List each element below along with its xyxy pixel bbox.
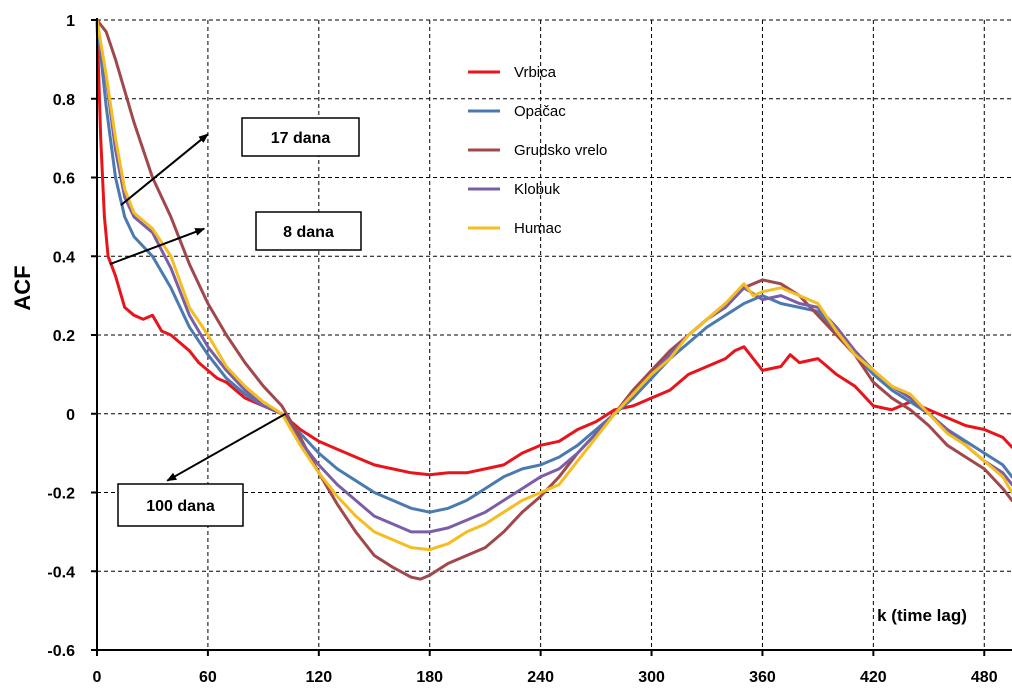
y-tick-label-7: -0.4 (47, 564, 75, 581)
legend-label-3: Klobuk (514, 181, 560, 198)
series-line-4 (95, 18, 1012, 552)
x-tick-label-6: 360 (749, 669, 776, 686)
y-tick-labels: 1 0.8 0.6 0.4 0.2 0 -0.2 -0.4 -0.6 (47, 13, 75, 660)
x-tick-label-1: 60 (199, 669, 217, 686)
y-tick-label-8: -0.6 (47, 643, 75, 660)
annotation-label-2: 100 dana (146, 498, 215, 515)
series-line-3 (95, 18, 1012, 534)
legend-label-1: Opačac (514, 103, 566, 120)
y-tick-label-0: 1 (66, 13, 75, 30)
series-line-1 (95, 18, 1012, 514)
x-tick-label-0: 0 (93, 669, 102, 686)
y-tick-label-4: 0.2 (53, 328, 75, 345)
annotation-arrow-0 (120, 133, 209, 206)
x-axis-label: k (time lag) (877, 606, 967, 625)
annotation-box-2 (117, 483, 244, 527)
y-tick-label-6: -0.2 (47, 486, 75, 503)
axes-layer (91, 18, 1012, 656)
annotation-box-0 (241, 117, 360, 157)
legend-label-2: Grudsko vrelo (514, 142, 607, 159)
series-line-2 (95, 18, 1012, 581)
x-tick-label-8: 480 (971, 669, 998, 686)
annotation-label-0: 17 dana (271, 130, 331, 147)
x-tick-label-3: 180 (416, 669, 443, 686)
y-tick-label-1: 0.8 (53, 92, 75, 109)
grid-layer (97, 19, 1012, 650)
annotation-label-1: 8 dana (283, 224, 334, 241)
x-tick-label-5: 300 (638, 669, 665, 686)
x-tick-label-7: 420 (860, 669, 887, 686)
annotation-box-1 (255, 211, 362, 251)
series-line-0 (95, 18, 1012, 477)
annotation-arrow-1 (109, 227, 206, 266)
x-tick-label-4: 240 (527, 669, 554, 686)
legend-label-4: Humac (514, 220, 562, 237)
legend: Vrbica Opačac Grudsko vrelo Klobuk Humac (468, 64, 607, 237)
annotation-arrow-2 (166, 412, 287, 482)
y-axis-label: ACF (10, 265, 35, 310)
y-tick-label-2: 0.6 (53, 171, 75, 188)
annotations: 17 dana 8 dana 100 dana (109, 117, 362, 527)
y-tick-label-3: 0.4 (53, 249, 75, 266)
x-tick-label-2: 120 (305, 669, 332, 686)
legend-label-0: Vrbica (514, 64, 557, 81)
y-tick-label-5: 0 (66, 407, 75, 424)
series-layer (95, 18, 1012, 581)
x-tick-labels: 0 60 120 180 240 300 360 420 480 (93, 669, 998, 686)
